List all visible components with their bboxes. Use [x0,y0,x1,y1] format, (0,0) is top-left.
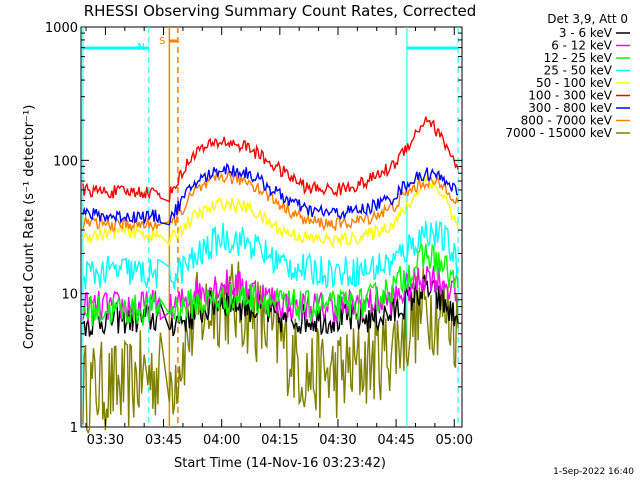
y-tick-label: 10 [61,288,78,303]
legend-entry-label: 7000 - 15000 keV [505,126,612,140]
legend-entry-label: 25 - 50 keV [544,64,613,78]
x-tick-label: 03:45 [145,433,182,448]
series-line-4 [82,175,459,249]
x-tick-label: 04:30 [319,433,356,448]
series-lines [82,116,459,435]
x-axis-label: Start Time (14-Nov-16 03:23:42) [174,456,386,471]
series-line-7 [82,170,459,233]
x-tick-label: 04:45 [377,433,414,448]
series-line-5 [82,116,459,203]
series-line-2 [82,243,459,327]
x-tick-label: 05:00 [436,433,473,448]
y-tick-label: 1 [70,421,78,436]
legend-entry-label: 300 - 800 keV [528,101,612,115]
legend-entry-label: 12 - 25 keV [544,51,613,65]
x-tick-label: 03:30 [87,433,124,448]
legend-entry-label: 6 - 12 keV [551,39,613,53]
legend-entry-label: 3 - 6 keV [559,26,613,40]
band-label: N [137,42,144,53]
chart-title: RHESSI Observing Summary Count Rates, Co… [84,2,477,20]
legend-entry-label: 100 - 300 keV [528,89,612,103]
series-line-6 [82,162,459,226]
y-tick-label: 100 [53,154,78,169]
band-label: S [159,36,165,47]
legend-entry-label: 800 - 7000 keV [521,114,613,128]
legend-entry-label: 50 - 100 keV [536,76,613,90]
y-axis-ticks: 1 10 100 1000 [45,21,462,436]
y-axis-label: Corrected Count Rate (s⁻¹ detector⁻¹) [22,105,37,350]
x-tick-label: 04:00 [203,433,240,448]
footer-timestamp: 1-Sep-2022 16:40 [553,467,634,477]
x-tick-label: 04:15 [261,433,298,448]
legend-header: Det 3,9, Att 0 [547,12,628,26]
y-tick-label: 1000 [45,21,78,36]
x-axis-ticks: 03:30 03:45 04:00 04:15 04:30 04:45 05:00 [85,27,473,448]
series-line-3 [82,221,459,290]
